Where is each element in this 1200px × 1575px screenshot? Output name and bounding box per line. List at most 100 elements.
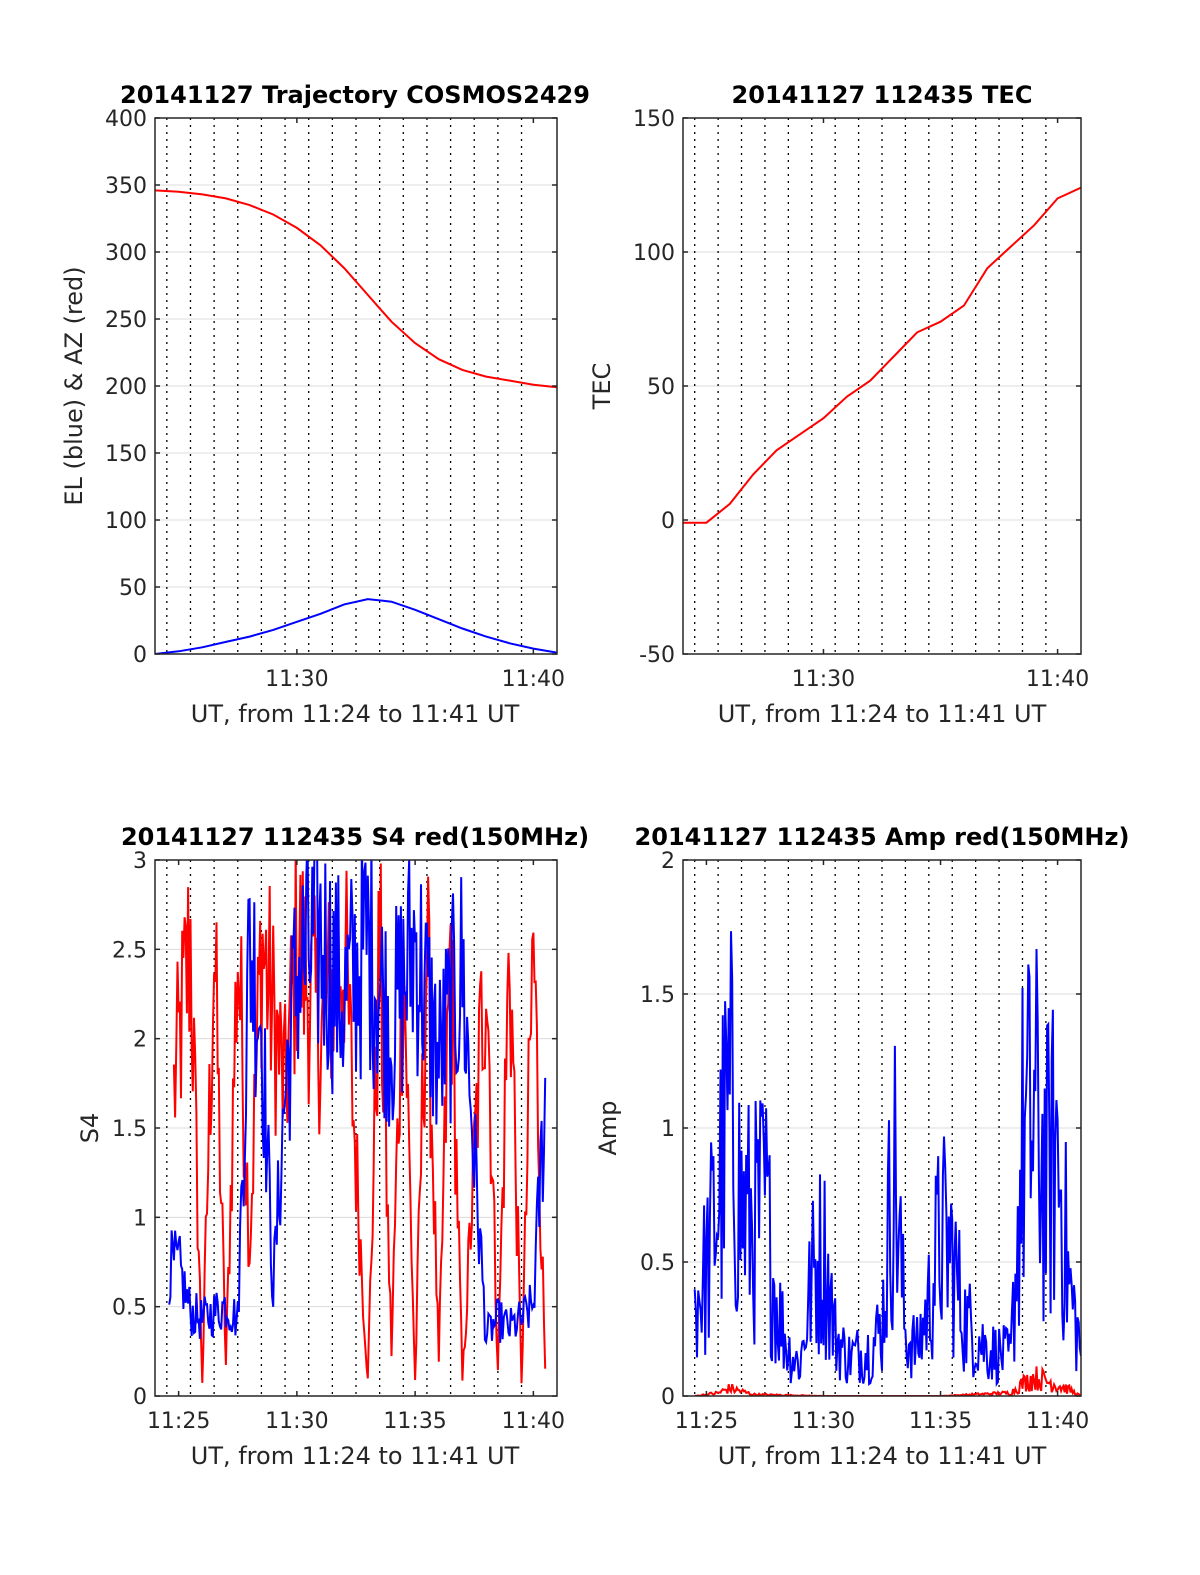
amp-point <box>753 1393 754 1394</box>
s4-panel: 20141127 112435 S4 red(150MHz) UT, from … <box>76 823 589 1470</box>
tec-point <box>823 418 824 419</box>
trajectory-series-az <box>155 189 557 389</box>
s4-point <box>273 1270 274 1271</box>
amp-point <box>1045 1369 1046 1370</box>
tec-point <box>753 474 754 475</box>
x-tick-label: 11:40 <box>1026 667 1089 692</box>
y-tick-label: 150 <box>105 442 147 467</box>
tec-axes: -50 0 50 100 150 11:30 11:40 <box>633 107 1089 692</box>
trajectory-ylabel: EL (blue) & AZ (red) <box>60 266 88 505</box>
amp-point <box>905 1288 906 1289</box>
tec-point <box>729 503 730 504</box>
amp-point <box>987 1315 988 1316</box>
trajectory-point <box>415 343 416 344</box>
s4-point <box>438 1360 439 1361</box>
tec-xlabel: UT, from 11:24 to 11:41 UT <box>718 700 1047 728</box>
s4-point <box>497 1360 498 1361</box>
trajectory-point <box>178 651 179 652</box>
trajectory-point <box>320 245 321 246</box>
y-tick-label: 0 <box>661 509 675 534</box>
s4-point <box>169 1244 170 1245</box>
tec-point <box>893 356 894 357</box>
y-tick-label: 150 <box>633 107 675 132</box>
y-tick-label: 50 <box>119 576 147 601</box>
y-tick-label: 100 <box>105 509 147 534</box>
amp-xlabel: UT, from 11:24 to 11:41 UT <box>718 1442 1047 1470</box>
trajectory-point <box>296 227 297 228</box>
trajectory-point <box>486 636 487 637</box>
trajectory-point <box>320 613 321 614</box>
amp-point <box>764 1061 765 1062</box>
y-tick-label: 0 <box>661 1385 675 1410</box>
trajectory-point <box>273 214 274 215</box>
trajectory-point <box>486 376 487 377</box>
amp-point <box>1045 1020 1046 1021</box>
amp-point <box>940 1114 941 1115</box>
x-tick-label: 11:30 <box>792 1409 855 1434</box>
y-tick-label: 1.5 <box>640 983 675 1008</box>
y-tick-label: 3 <box>133 849 147 874</box>
y-tick-label: 1 <box>133 1206 147 1231</box>
trajectory-point <box>415 609 416 610</box>
tec-point <box>870 380 871 381</box>
y-tick-label: 50 <box>647 375 675 400</box>
amp-panel: 20141127 112435 Amp red(150MHz) UT, from… <box>594 823 1129 1470</box>
s4-point <box>173 1038 174 1039</box>
amp-point <box>1057 1377 1058 1378</box>
amp-point <box>823 1141 824 1142</box>
s4-point <box>486 1324 487 1325</box>
trajectory-point <box>367 599 368 600</box>
amp-point <box>1010 1390 1011 1391</box>
s4-point <box>497 1306 498 1307</box>
tec-point <box>776 450 777 451</box>
amp-point <box>963 1262 964 1263</box>
s4-point <box>545 1360 546 1361</box>
y-tick-label: -50 <box>639 643 675 668</box>
amp-point <box>694 1235 695 1236</box>
trajectory-point <box>344 268 345 269</box>
trajectory-point <box>462 628 463 629</box>
s4-point <box>533 1288 534 1289</box>
tec-point <box>987 268 988 269</box>
trajectory-series-el <box>155 598 557 654</box>
amp-series-red <box>694 1365 1081 1396</box>
y-tick-label: 0.5 <box>640 1251 675 1276</box>
amp-point <box>893 980 894 981</box>
trajectory-point <box>202 647 203 648</box>
s4-xlabel: UT, from 11:24 to 11:41 UT <box>191 1442 520 1470</box>
amp-point <box>846 1329 847 1330</box>
y-tick-label: 200 <box>105 375 147 400</box>
trajectory-point <box>344 604 345 605</box>
y-tick-label: 2 <box>661 849 675 874</box>
amp-point <box>706 1181 707 1182</box>
s4-point <box>225 1360 226 1361</box>
tec-ylabel: TEC <box>588 363 616 411</box>
x-tick-label: 11:30 <box>792 667 855 692</box>
s4-point <box>190 1297 191 1298</box>
trajectory-point <box>367 294 368 295</box>
amp-point <box>729 1382 730 1383</box>
y-tick-label: 300 <box>105 241 147 266</box>
s4-point <box>249 1217 250 1218</box>
tec-point <box>963 305 964 306</box>
trajectory-point <box>509 643 510 644</box>
trajectory-point <box>249 636 250 637</box>
amp-point <box>741 1387 742 1388</box>
x-tick-label: 11:35 <box>909 1409 972 1434</box>
s4-axes: 0 0.5 1 1.5 2 2.5 3 11:25 11:30 11:35 11:40 <box>112 849 565 1434</box>
s4-point <box>509 1315 510 1316</box>
amp-point <box>1022 967 1023 968</box>
trajectory-xlabel: UT, from 11:24 to 11:41 UT <box>191 700 520 728</box>
amp-point <box>1010 1329 1011 1330</box>
amp-point <box>952 1154 953 1155</box>
amp-point <box>788 1315 789 1316</box>
amp-ylabel: Amp <box>594 1100 622 1155</box>
y-tick-label: 0 <box>133 643 147 668</box>
trajectory-point <box>202 194 203 195</box>
y-tick-label: 1 <box>661 1117 675 1142</box>
s4-series-red <box>172 860 547 1384</box>
amp-point <box>870 1315 871 1316</box>
s4-point <box>391 1342 392 1343</box>
y-tick-label: 250 <box>105 308 147 333</box>
